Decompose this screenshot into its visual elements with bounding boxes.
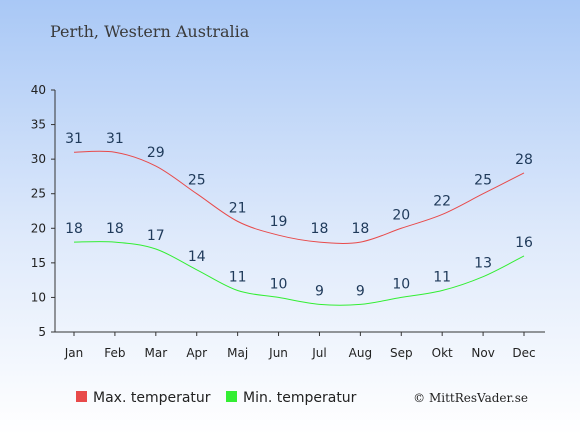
x-tick-label: Apr [186, 346, 207, 360]
data-label-min: 11 [229, 270, 247, 286]
data-label-max: 21 [229, 200, 247, 216]
x-tick-label: Sep [390, 346, 413, 360]
legend-swatch [76, 391, 87, 402]
x-tick-label: Dec [512, 346, 535, 360]
x-tick-label: Maj [227, 346, 248, 360]
data-label-max: 29 [147, 145, 165, 161]
data-label-max: 31 [65, 131, 83, 147]
x-tick-label: Jan [64, 346, 84, 360]
data-label-min: 13 [474, 256, 492, 272]
data-label-max: 25 [474, 173, 492, 189]
x-tick-label: Aug [349, 346, 372, 360]
data-label-min: 16 [515, 235, 533, 251]
legend-label: Max. temperatur [93, 390, 211, 406]
y-tick-label: 40 [31, 83, 46, 97]
data-label-max: 25 [188, 173, 206, 189]
data-label-min: 18 [65, 221, 83, 237]
chart-title: Perth, Western Australia [50, 22, 250, 41]
data-label-min: 9 [356, 283, 365, 299]
data-label-max: 18 [311, 221, 329, 237]
data-label-min: 17 [147, 228, 165, 244]
data-label-max: 18 [351, 221, 369, 237]
data-label-max: 31 [106, 131, 124, 147]
y-tick-label: 25 [31, 187, 46, 201]
data-label-min: 10 [270, 276, 288, 292]
data-label-max: 20 [392, 207, 410, 223]
y-tick-label: 15 [31, 256, 46, 270]
x-tick-label: Mar [144, 346, 167, 360]
series-line-min [73, 241, 525, 306]
x-tick-label: Jul [311, 346, 326, 360]
x-tick-label: Okt [432, 346, 453, 360]
legend-label: Min. temperatur [243, 390, 357, 406]
data-label-min: 18 [106, 221, 124, 237]
series-line-max [73, 150, 525, 244]
y-tick-label: 20 [31, 221, 46, 235]
x-tick-label: Nov [471, 346, 494, 360]
x-tick-label: Jun [268, 346, 288, 360]
legend-swatch [226, 391, 237, 402]
y-tick-label: 35 [31, 118, 46, 132]
data-label-max: 19 [270, 214, 288, 230]
x-tick-label: Feb [104, 346, 125, 360]
data-label-min: 14 [188, 249, 206, 265]
y-tick-label: 5 [38, 325, 46, 339]
y-tick-label: 10 [31, 290, 46, 304]
copyright-text: © MittResVader.se [413, 391, 528, 405]
data-label-min: 10 [392, 276, 410, 292]
y-tick-label: 30 [31, 152, 46, 166]
data-label-max: 28 [515, 152, 533, 168]
data-label-min: 11 [433, 270, 451, 286]
data-label-max: 22 [433, 193, 451, 209]
data-label-min: 9 [315, 283, 324, 299]
